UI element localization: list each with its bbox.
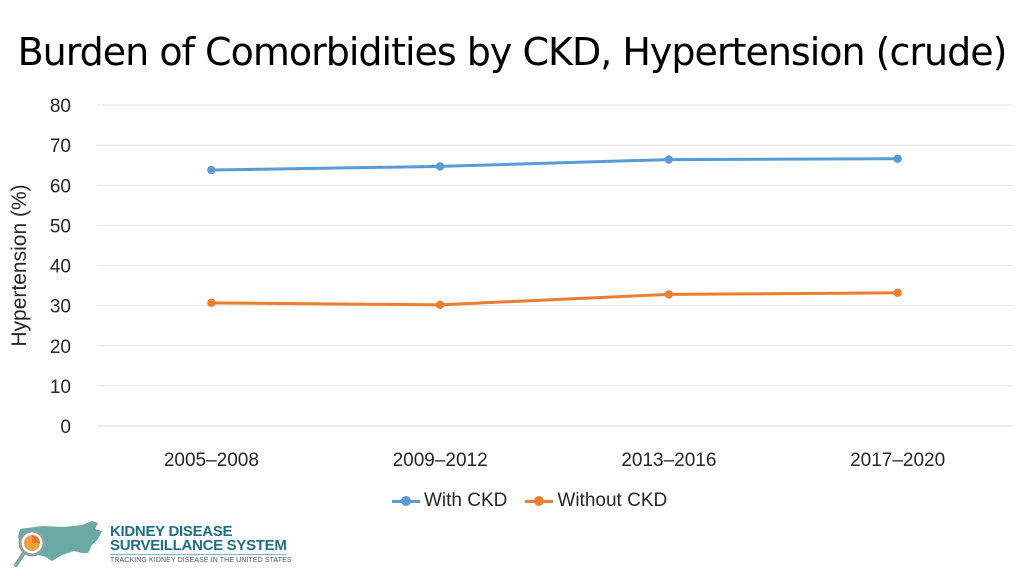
data-point-without-ckd	[664, 290, 674, 299]
data-point-with-ckd	[664, 155, 674, 164]
y-tick-label: 0	[60, 417, 71, 438]
legend-label: With CKD	[424, 490, 508, 511]
y-tick-label: 80	[50, 96, 71, 117]
kdss-logo: KIDNEY DISEASE SURVEILLANCE SYSTEM TRACK…	[12, 517, 302, 575]
data-point-without-ckd	[207, 298, 216, 308]
x-tick-label: 2009–2012	[393, 450, 488, 471]
chart-title: Burden of Comorbidities by CKD, Hyperten…	[17, 30, 1008, 74]
x-tick-label: 2017–2020	[850, 450, 945, 471]
data-point-with-ckd	[207, 165, 216, 175]
legend-item-without-ckd: Without CKD	[525, 490, 667, 512]
y-tick-label: 60	[50, 176, 71, 197]
y-tick-label: 10	[50, 377, 71, 398]
logo-line1: KIDNEY DISEASE	[110, 523, 233, 540]
y-tick-label: 20	[50, 337, 71, 358]
x-tick-label: 2005–2008	[164, 450, 259, 471]
y-tick-label: 40	[50, 257, 71, 278]
legend-swatch-without-ckd	[525, 495, 554, 507]
legend-item-with-ckd: With CKD	[392, 490, 507, 512]
legend: With CKD Without CKD	[392, 488, 667, 514]
series-line-without-ckd	[209, 291, 900, 307]
logo-line2: SURVEILLANCE SYSTEM	[110, 537, 287, 554]
y-tick-label: 70	[50, 136, 71, 157]
us-map-magnifier-icon	[14, 521, 102, 567]
y-tick-label: 50	[50, 216, 71, 237]
x-tick-label: 2013–2016	[621, 450, 716, 471]
legend-label: Without CKD	[557, 490, 668, 511]
legend-swatch-with-ckd	[392, 495, 420, 507]
logo-tagline: TRACKING KIDNEY DISEASE IN THE UNITED ST…	[110, 557, 292, 564]
logo-divider	[110, 554, 286, 555]
data-point-with-ckd	[893, 154, 902, 163]
series-line-with-ckd	[209, 157, 900, 172]
data-point-with-ckd	[435, 162, 445, 171]
data-point-without-ckd	[893, 288, 902, 297]
y-tick-label: 30	[50, 297, 71, 318]
y-axis-label: Hypertension (%)	[8, 184, 31, 346]
data-point-without-ckd	[435, 300, 445, 310]
